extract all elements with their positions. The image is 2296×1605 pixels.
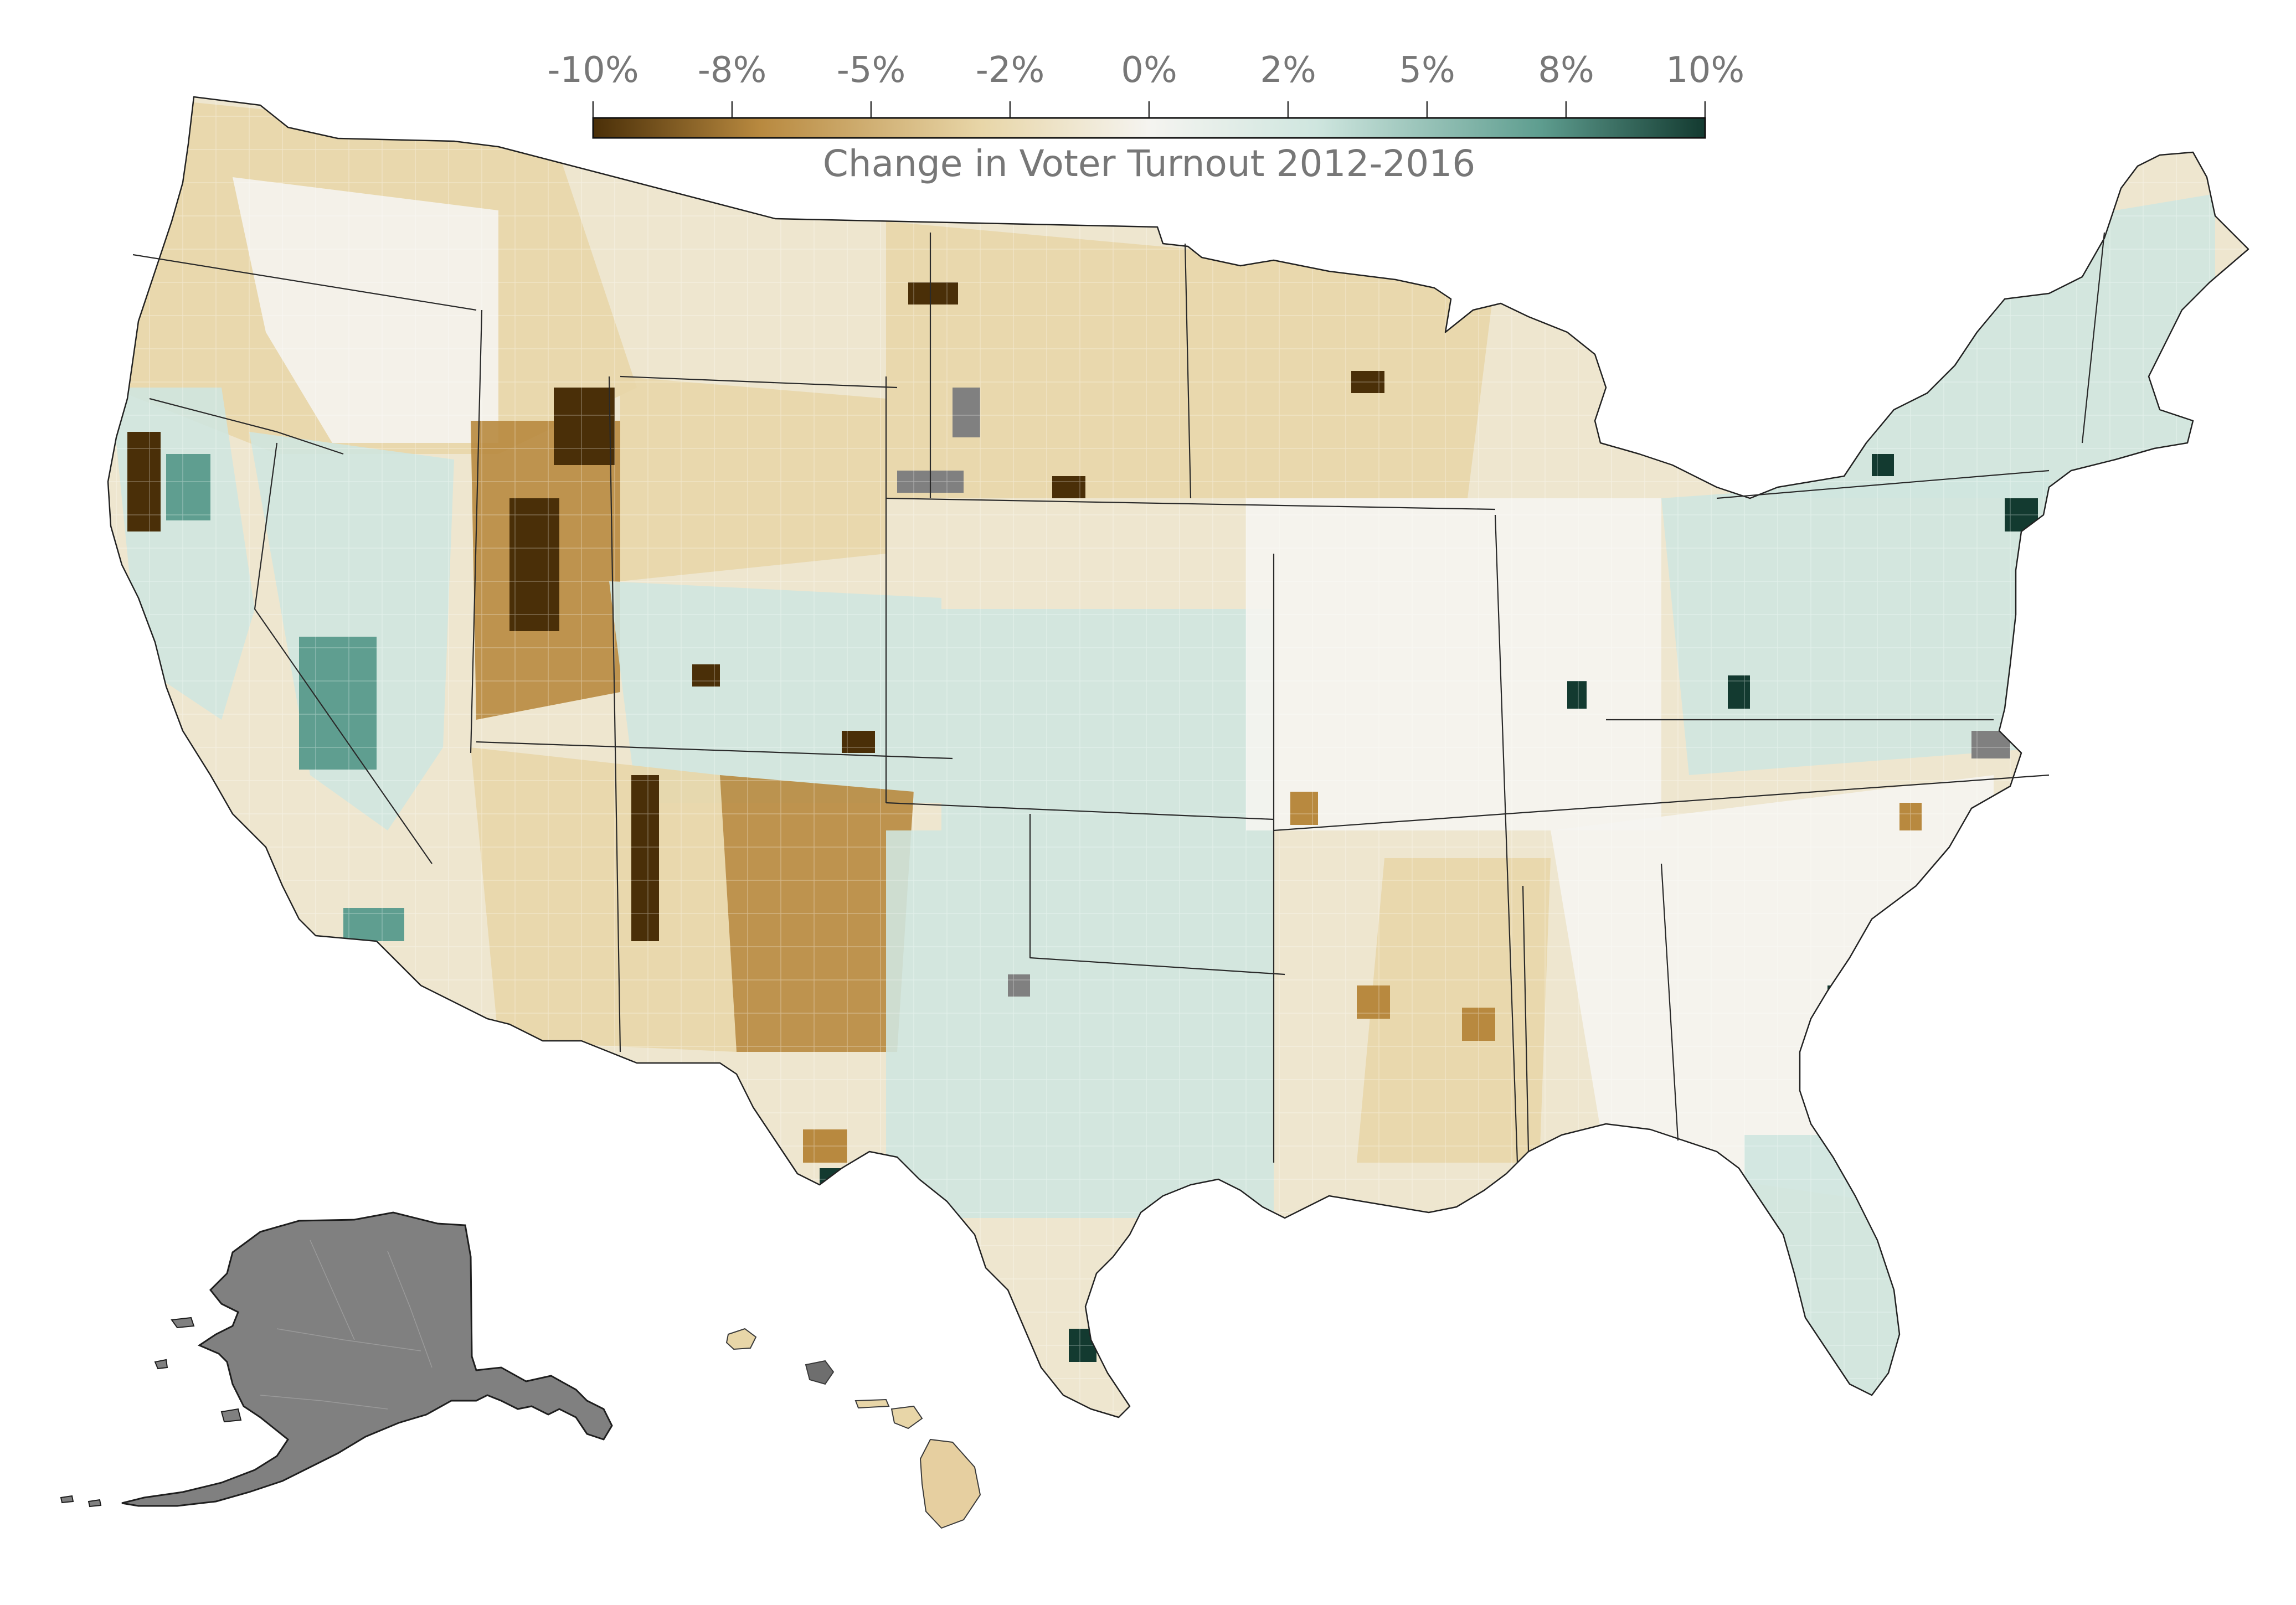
alaska-shape [121,1211,613,1507]
state-border [132,254,477,311]
tick-label: 10% [1666,50,1744,91]
state-border [1660,863,1679,1141]
tick-label: -2% [976,50,1045,91]
colorbar-title: Change in Voter Turnout 2012-2016 [823,142,1476,185]
tick-label: 0% [1121,50,1177,91]
colorbar [592,117,1706,139]
tick-label: 2% [1260,50,1316,91]
colorbar-legend: -10% -8% -5% -2% 0% 2% 5% 8% 10% Change … [547,50,1744,185]
hawaii-kauai [725,1328,757,1350]
state-border [608,376,621,1052]
state-border [886,497,1496,510]
county-patch [1141,1251,1163,1279]
tick-label: 5% [1399,50,1455,91]
alaska-islands [60,1317,242,1508]
state-border [1029,814,1285,976]
hawaii-molokai [854,1398,890,1409]
tick-label: 8% [1538,50,1594,91]
state-border [1494,514,1518,1163]
colorbar-tick-labels: -10% -8% -5% -2% 0% 2% 5% 8% 10% [547,50,1744,91]
state-border [1184,243,1192,499]
hawaii-oahu [805,1360,835,1385]
state-border [1522,885,1530,1152]
county-patch [1827,985,1850,1019]
colorbar-tick-marks [592,101,1706,118]
state-border [470,309,483,754]
hawaii-maui [890,1405,923,1429]
alaska [60,1211,613,1508]
state-border [1273,774,2050,832]
hawaii-big-island [919,1438,981,1529]
state-borders [132,232,2105,1163]
state-border [2081,232,2105,443]
state-border [620,375,898,389]
tick-label: -10% [547,50,639,91]
state-border [254,442,433,864]
tick-label: -5% [837,50,906,91]
hawaii [725,1328,981,1529]
state-border [476,741,953,760]
county-patch [1108,1329,1141,1362]
alaska-borough-lines [260,1240,433,1410]
tick-label: -8% [698,50,767,91]
state-border [886,802,1274,820]
state-border [1716,469,2050,499]
state-border [149,398,344,455]
